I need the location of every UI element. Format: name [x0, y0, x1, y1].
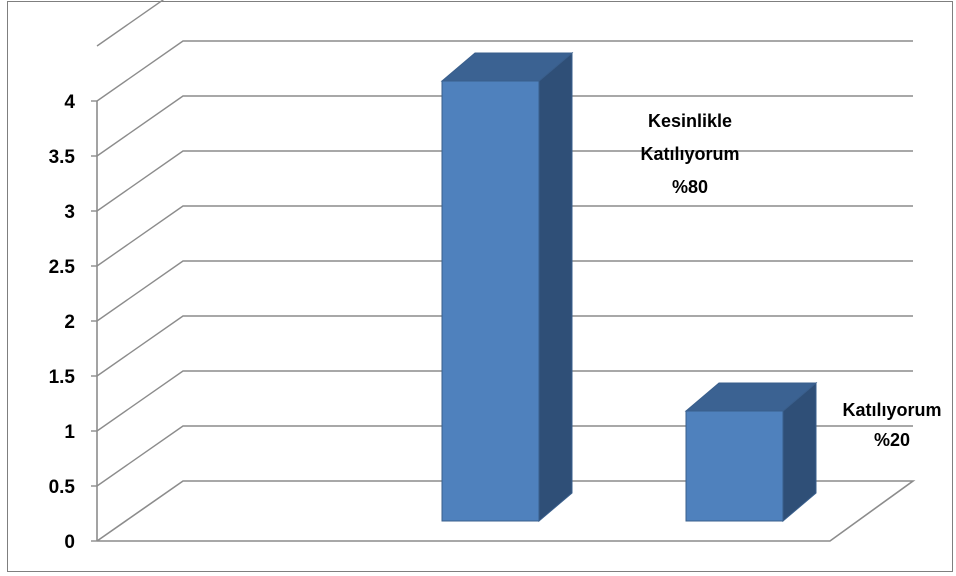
bar-front — [685, 410, 784, 522]
data-label: %20 — [874, 430, 910, 450]
gridlines — [96, 0, 916, 542]
floor-gridline — [96, 480, 916, 542]
gridline — [96, 205, 913, 267]
gridline — [96, 425, 913, 487]
gridline — [96, 370, 913, 432]
data-labels: Kesinlikle Katılıyorum %80 Katılıyorum %20 — [640, 111, 941, 450]
gridline — [96, 315, 913, 377]
y-tick-label: 3.5 — [49, 147, 76, 168]
bar-side — [538, 51, 573, 523]
data-label: Kesinlikle — [648, 111, 732, 131]
gridline — [96, 40, 913, 102]
data-label: Katılıyorum — [842, 400, 941, 420]
y-tick-label: 1 — [64, 422, 75, 443]
data-label: %80 — [672, 177, 708, 197]
gridline — [96, 260, 913, 322]
y-tick-label: 0 — [64, 532, 75, 553]
y-axis: 0 0.5 1 1.5 2 2.5 3 3.5 4 — [49, 92, 98, 553]
y-tick-label: 2.5 — [49, 257, 76, 278]
y-tick-label: 2 — [64, 312, 75, 333]
data-label: Katılıyorum — [640, 144, 739, 164]
gridline — [96, 0, 165, 47]
bars — [440, 51, 818, 523]
y-tick-label: 0.5 — [49, 477, 76, 498]
y-tick-label: 3 — [64, 202, 75, 223]
y-tick-label: 1.5 — [49, 367, 76, 388]
y-tick-label: 4 — [64, 92, 75, 113]
bar-front — [441, 80, 540, 522]
gridline — [96, 95, 913, 157]
gridline — [96, 150, 913, 212]
